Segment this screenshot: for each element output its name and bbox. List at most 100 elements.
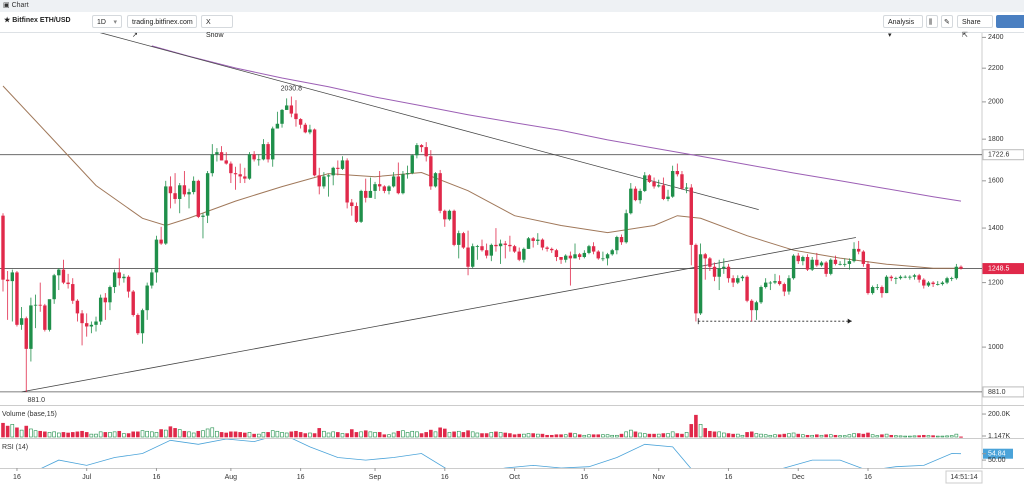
candle-body — [517, 251, 521, 260]
volume-bar — [429, 429, 433, 438]
candle-body — [610, 250, 614, 255]
candle-body — [624, 213, 628, 243]
snow-label[interactable]: X Snow — [206, 19, 224, 39]
candle-body — [66, 282, 70, 285]
volume-bar — [238, 432, 242, 438]
candle-body — [275, 123, 280, 129]
volume-bar — [596, 434, 601, 438]
candle-body — [508, 244, 512, 247]
candle-body — [196, 180, 201, 217]
volume-bar — [898, 435, 903, 438]
candle-body — [140, 310, 145, 334]
volume-bar — [280, 432, 284, 438]
candle-body — [364, 190, 368, 198]
candle-body — [531, 238, 535, 241]
candle-body — [238, 174, 242, 177]
volume-bar — [536, 433, 540, 438]
volume-bar — [373, 432, 377, 438]
volume-bar — [563, 434, 568, 438]
volume-bar — [731, 433, 735, 438]
candle-body — [219, 152, 224, 161]
source-link[interactable]: trading.bitfinex.com ↗ — [127, 15, 197, 39]
volume-bar — [605, 434, 610, 438]
candle-body — [680, 174, 684, 189]
volume-bar — [494, 431, 498, 438]
volume-bar — [638, 432, 642, 438]
candle-body — [596, 251, 600, 259]
volume-bar — [1, 422, 5, 438]
source-label[interactable]: trading.bitfinex.com — [132, 19, 193, 26]
candle-body — [215, 152, 219, 155]
candle-body — [47, 299, 52, 330]
candle-body — [587, 246, 591, 253]
volume-bar — [24, 425, 29, 438]
candle-body — [15, 272, 19, 325]
volume-bar — [512, 434, 517, 438]
volume-bar — [675, 433, 680, 438]
volume-bar — [98, 431, 103, 438]
volume-bar — [712, 431, 717, 438]
candle-body — [801, 257, 805, 262]
volume-bar — [940, 435, 945, 438]
volume-bar — [703, 428, 708, 438]
candle-body — [657, 185, 661, 187]
volume-bar — [261, 432, 266, 438]
volume-bar — [326, 432, 331, 438]
volume-bar — [852, 433, 856, 438]
menu-button[interactable] — [996, 15, 1024, 28]
volume-bar — [633, 431, 638, 438]
volume-bar — [298, 432, 303, 438]
indicator-button[interactable]: ⫼ — [926, 15, 938, 28]
volume-bar — [438, 427, 442, 438]
analysis-menu[interactable]: Analysis ▾ — [883, 15, 923, 39]
candle-body — [838, 263, 842, 265]
volume-bar — [163, 429, 168, 438]
volume-bar — [819, 434, 824, 438]
candle-body — [605, 254, 610, 259]
high-label: 2030.8 — [281, 85, 303, 92]
candle-body — [89, 324, 94, 327]
volume-bar — [735, 433, 740, 438]
snow-toggle[interactable]: X Snow — [201, 15, 233, 39]
candle-body — [154, 239, 159, 273]
candle-body — [875, 287, 879, 288]
share-button[interactable]: Share ⇱ — [957, 15, 993, 39]
interval[interactable]: 1D ▾ — [92, 15, 122, 28]
candle-body — [643, 175, 647, 191]
volume-bar — [573, 433, 577, 438]
candle-body — [447, 210, 452, 220]
candle-body — [405, 173, 410, 175]
draw-button[interactable]: ✎ — [941, 15, 953, 28]
candle-body — [647, 175, 652, 182]
candle-body — [545, 247, 549, 249]
trendline — [21, 237, 856, 393]
interval-label[interactable]: 1D — [97, 19, 106, 26]
candle-body — [722, 266, 726, 269]
symbol-name[interactable]: Bitfinex ETH/USD — [12, 17, 71, 24]
volume-bar — [340, 433, 345, 438]
candle-body — [187, 192, 191, 195]
x-tick-label: Dec — [792, 474, 805, 481]
y-tick-label: 2000 — [988, 99, 1004, 106]
analysis-label[interactable]: Analysis — [888, 19, 915, 26]
volume-bar — [801, 434, 805, 438]
candle-body — [926, 282, 931, 286]
volume-bar — [824, 434, 828, 438]
volume-bar — [233, 431, 238, 438]
volume-bar — [84, 432, 89, 438]
volume-bar — [777, 434, 782, 438]
toolbar: ★ Bitfinex ETH/USD 1D ▾ trading.bitfinex… — [0, 12, 1024, 39]
candle-body — [438, 173, 442, 211]
candle-body — [894, 278, 898, 280]
candle-body — [475, 246, 480, 248]
candle-body — [5, 279, 10, 282]
price-label: 881.0 — [988, 389, 1006, 396]
share-label[interactable]: Share — [962, 19, 981, 26]
candle-body — [936, 284, 940, 285]
volume-bar — [884, 433, 889, 438]
volume-bar — [275, 430, 280, 438]
volume-bar — [740, 434, 745, 438]
volume-bar — [698, 424, 703, 438]
symbol[interactable]: ★ Bitfinex ETH/USD — [4, 17, 71, 24]
